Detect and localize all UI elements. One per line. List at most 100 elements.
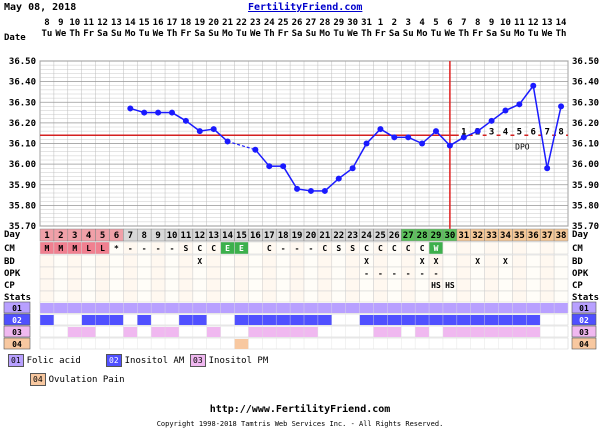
obs-cell bbox=[137, 254, 152, 268]
supp-02-bar bbox=[40, 315, 54, 325]
obs-cell bbox=[137, 278, 152, 292]
temp-point bbox=[141, 109, 148, 116]
obs-cell bbox=[289, 290, 305, 304]
temp-point bbox=[502, 107, 509, 114]
y-tick-left: 36.00 bbox=[9, 160, 36, 170]
temp-line-segment bbox=[282, 165, 298, 190]
obs-cell bbox=[331, 278, 346, 292]
day-cell bbox=[553, 228, 569, 242]
obs-cell bbox=[248, 290, 263, 304]
obs-cell bbox=[317, 254, 333, 268]
obs-cell bbox=[456, 290, 471, 304]
obs-cell bbox=[539, 254, 555, 268]
weekday-label: Sa bbox=[486, 29, 497, 39]
obs-cm-value: L bbox=[100, 244, 105, 253]
legend-label-ovulation-pain: Ovulation Pain bbox=[48, 374, 125, 385]
temp-point bbox=[377, 126, 384, 133]
temp-point bbox=[294, 185, 301, 192]
date-label: 11 bbox=[83, 18, 94, 28]
temp-point bbox=[419, 140, 426, 147]
obs-cell bbox=[331, 290, 346, 304]
obs-cell bbox=[123, 278, 138, 292]
obs-cell bbox=[81, 290, 96, 304]
temp-point bbox=[307, 187, 314, 194]
obs-cell bbox=[442, 290, 458, 304]
weekday-label: Su bbox=[306, 29, 317, 39]
temp-point bbox=[474, 128, 481, 135]
legend-label-inositol-am: Inositol AM bbox=[124, 355, 185, 366]
obs-opk-value: - bbox=[378, 269, 383, 278]
obs-cell bbox=[539, 241, 555, 255]
date-label: 24 bbox=[264, 18, 275, 28]
legend-swatch-03: 03 bbox=[190, 354, 206, 367]
obs-cell bbox=[39, 290, 55, 304]
obs-cm-value: - bbox=[128, 244, 133, 253]
obs-cell bbox=[456, 254, 471, 268]
obs-cell bbox=[164, 290, 180, 304]
date-row-label: Date bbox=[4, 33, 26, 43]
site-link[interactable]: FertilityFriend.com bbox=[248, 2, 363, 13]
y-tick-right: 36.20 bbox=[572, 119, 599, 129]
obs-opk-value: - bbox=[420, 269, 425, 278]
obs-cell bbox=[262, 290, 277, 304]
obs-cell bbox=[81, 266, 96, 280]
obs-cell bbox=[387, 278, 402, 292]
day-row-label-left: Day bbox=[4, 230, 21, 240]
obs-cell bbox=[39, 278, 55, 292]
chart-date: May 08, 2018 bbox=[4, 2, 77, 13]
day-number: 4 bbox=[86, 231, 92, 241]
supp-code-right: 02 bbox=[579, 316, 589, 325]
day-number: 37 bbox=[542, 231, 553, 241]
weekday-label: Sa bbox=[194, 29, 205, 39]
y-tick-right: 36.00 bbox=[572, 160, 599, 170]
weekday-label: Tu bbox=[236, 29, 247, 39]
weekday-label: Fr bbox=[375, 29, 386, 39]
supp-label-box-left bbox=[3, 325, 31, 338]
obs-cell bbox=[442, 254, 458, 268]
footer-url[interactable]: http://www.FertilityFriend.com bbox=[209, 404, 391, 415]
day-number: 6 bbox=[114, 231, 119, 241]
obs-cell bbox=[67, 254, 82, 268]
obs-cell bbox=[553, 254, 569, 268]
obs-bd-value: X bbox=[420, 257, 425, 266]
obs-cell bbox=[470, 266, 485, 280]
obs-cell bbox=[192, 278, 207, 292]
date-label: 31 bbox=[361, 18, 372, 28]
day-number: 35 bbox=[514, 231, 525, 241]
day-number: 5 bbox=[100, 231, 105, 241]
obs-cm-value: M bbox=[58, 244, 63, 253]
obs-cell bbox=[275, 290, 291, 304]
y-tick-right: 35.80 bbox=[572, 201, 599, 211]
row-label-right-opk: OPK bbox=[572, 269, 589, 279]
legend-item-folic-acid: 01 Folic acid bbox=[8, 354, 81, 367]
date-label: 18 bbox=[180, 18, 191, 28]
obs-cell bbox=[248, 241, 263, 255]
obs-cell bbox=[109, 254, 124, 268]
weekday-label: Mo bbox=[514, 29, 525, 39]
supp-code-right: 04 bbox=[579, 340, 589, 349]
obs-cell bbox=[192, 266, 207, 280]
obs-cell bbox=[373, 290, 388, 304]
temp-point bbox=[182, 117, 189, 124]
obs-cm-value: - bbox=[309, 244, 314, 253]
obs-cell bbox=[164, 278, 180, 292]
obs-cell bbox=[289, 254, 305, 268]
obs-cm-value: C bbox=[322, 244, 327, 253]
day-row-label-right: Day bbox=[572, 230, 589, 240]
temp-line-segment bbox=[532, 85, 548, 169]
obs-cm-value: - bbox=[170, 244, 175, 253]
weekday-label: Su bbox=[403, 29, 414, 39]
obs-cell bbox=[345, 266, 360, 280]
day-number: 15 bbox=[236, 231, 247, 241]
supp-code-left: 04 bbox=[12, 340, 22, 349]
obs-cell bbox=[289, 266, 305, 280]
temp-point bbox=[488, 117, 495, 124]
day-number: 12 bbox=[194, 231, 205, 241]
obs-cell bbox=[109, 290, 124, 304]
date-label: 13 bbox=[111, 18, 122, 28]
temp-point bbox=[252, 146, 259, 153]
y-tick-left: 35.70 bbox=[9, 222, 36, 232]
obs-cell bbox=[442, 266, 458, 280]
obs-cell bbox=[67, 290, 82, 304]
obs-cell bbox=[220, 266, 235, 280]
